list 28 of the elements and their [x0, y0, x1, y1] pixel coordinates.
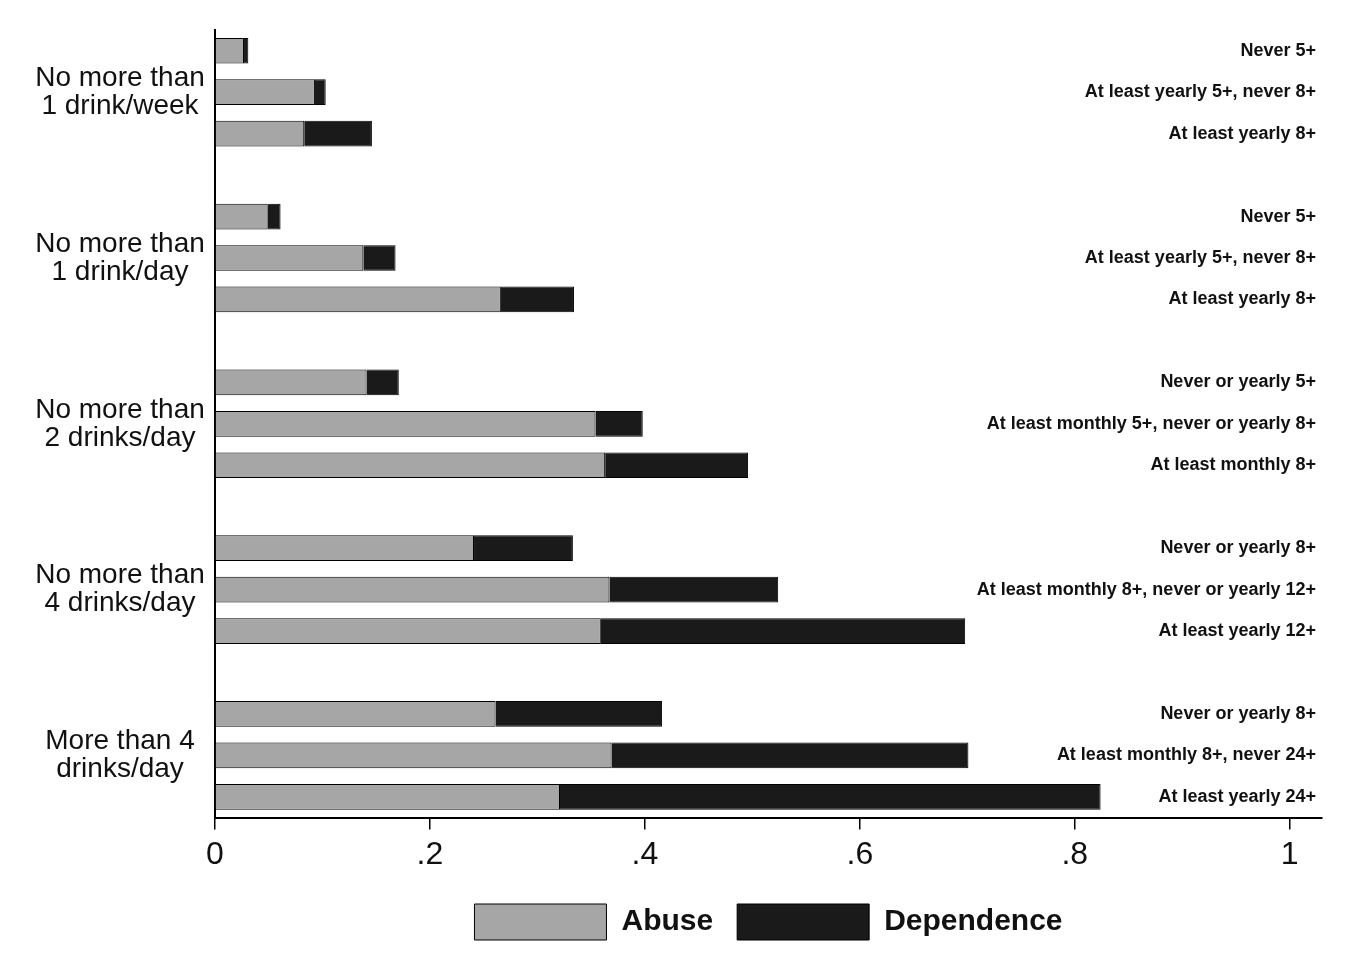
y-tick-label: At least monthly 8+ — [1150, 454, 1316, 475]
y-tick-label: Never or yearly 8+ — [1160, 702, 1316, 723]
y-tick-label: At least yearly 24+ — [1158, 785, 1316, 806]
x-tick-label: .6 — [846, 834, 874, 871]
text: No more than 2 drinks/day — [35, 392, 205, 452]
legend-label: Dependence — [884, 903, 1063, 937]
x-tick-label: .8 — [1061, 834, 1089, 871]
x-tick-label: 0 — [206, 834, 224, 871]
y-tick-label: At least yearly 5+, never 8+ — [1084, 81, 1316, 102]
x-tick-label: .4 — [631, 834, 659, 871]
y-tick-label: At least monthly 8+, never 24+ — [1056, 744, 1316, 765]
y-tick-label: At least monthly 8+, never or yearly 12+ — [976, 578, 1316, 599]
text: More than 4 drinks/day — [45, 724, 195, 784]
y-tick-label: Never 5+ — [1240, 205, 1316, 226]
y-tick-label: At least monthly 5+, never or yearly 8+ — [986, 412, 1316, 433]
x-tick-label: 1 — [1280, 834, 1299, 871]
text: No more than 4 drinks/day — [35, 558, 205, 618]
y-tick-label: Never or yearly 5+ — [1160, 371, 1316, 392]
y-tick-label: At least yearly 5+, never 8+ — [1084, 246, 1316, 267]
text: No more than 1 drink/week — [35, 60, 205, 120]
y-tick-label: At least yearly 8+ — [1168, 288, 1316, 309]
y-tick-label: At least yearly 8+ — [1168, 122, 1316, 143]
x-tick-label: .2 — [416, 834, 444, 871]
text: No more than 1 drink/day — [35, 226, 205, 286]
y-tick-label: Never or yearly 8+ — [1160, 537, 1316, 558]
y-tick-label: At least yearly 12+ — [1158, 620, 1316, 641]
legend-label: Abuse — [621, 903, 714, 937]
y-tick-label: Never 5+ — [1240, 39, 1316, 60]
